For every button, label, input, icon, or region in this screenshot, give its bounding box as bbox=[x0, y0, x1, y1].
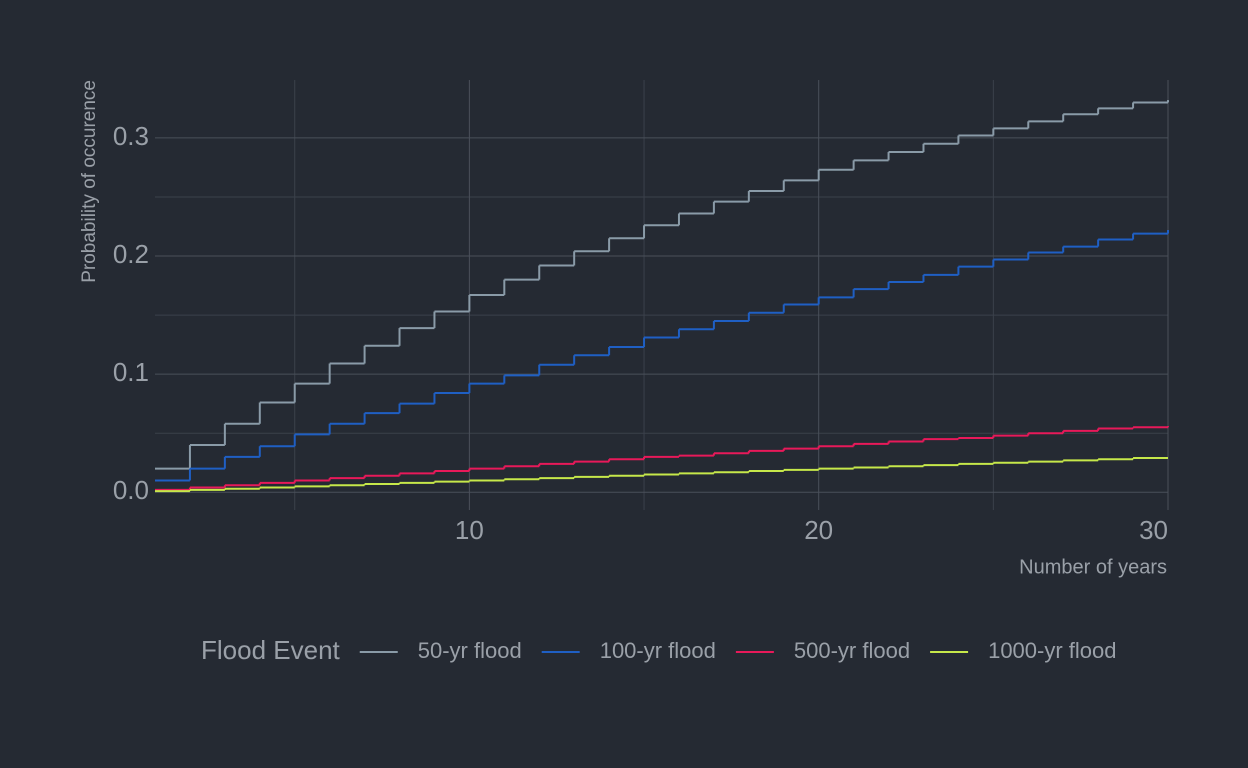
legend-label: 100-yr flood bbox=[600, 638, 716, 663]
series-line bbox=[155, 230, 1169, 482]
legend-label: 500-yr flood bbox=[794, 638, 910, 663]
y-tick-label: 0.1 bbox=[113, 357, 149, 387]
y-tick-label: 0.3 bbox=[113, 121, 149, 151]
series-line bbox=[155, 457, 1168, 493]
y-tick-label: 0.0 bbox=[113, 475, 149, 505]
y-axis-title: Probability of occurence bbox=[79, 80, 100, 283]
x-tick-label: 30 bbox=[1139, 515, 1168, 545]
legend-label: 1000-yr flood bbox=[988, 638, 1116, 663]
series-line bbox=[155, 426, 1169, 491]
x-tick-label: 10 bbox=[455, 515, 484, 545]
legend-title: Flood Event bbox=[201, 635, 341, 665]
x-tick-label: 20 bbox=[804, 515, 833, 545]
series-line bbox=[155, 100, 1169, 470]
legend-label: 50-yr flood bbox=[418, 638, 522, 663]
x-axis-title: Number of years bbox=[1019, 556, 1167, 578]
y-tick-label: 0.2 bbox=[113, 239, 149, 269]
